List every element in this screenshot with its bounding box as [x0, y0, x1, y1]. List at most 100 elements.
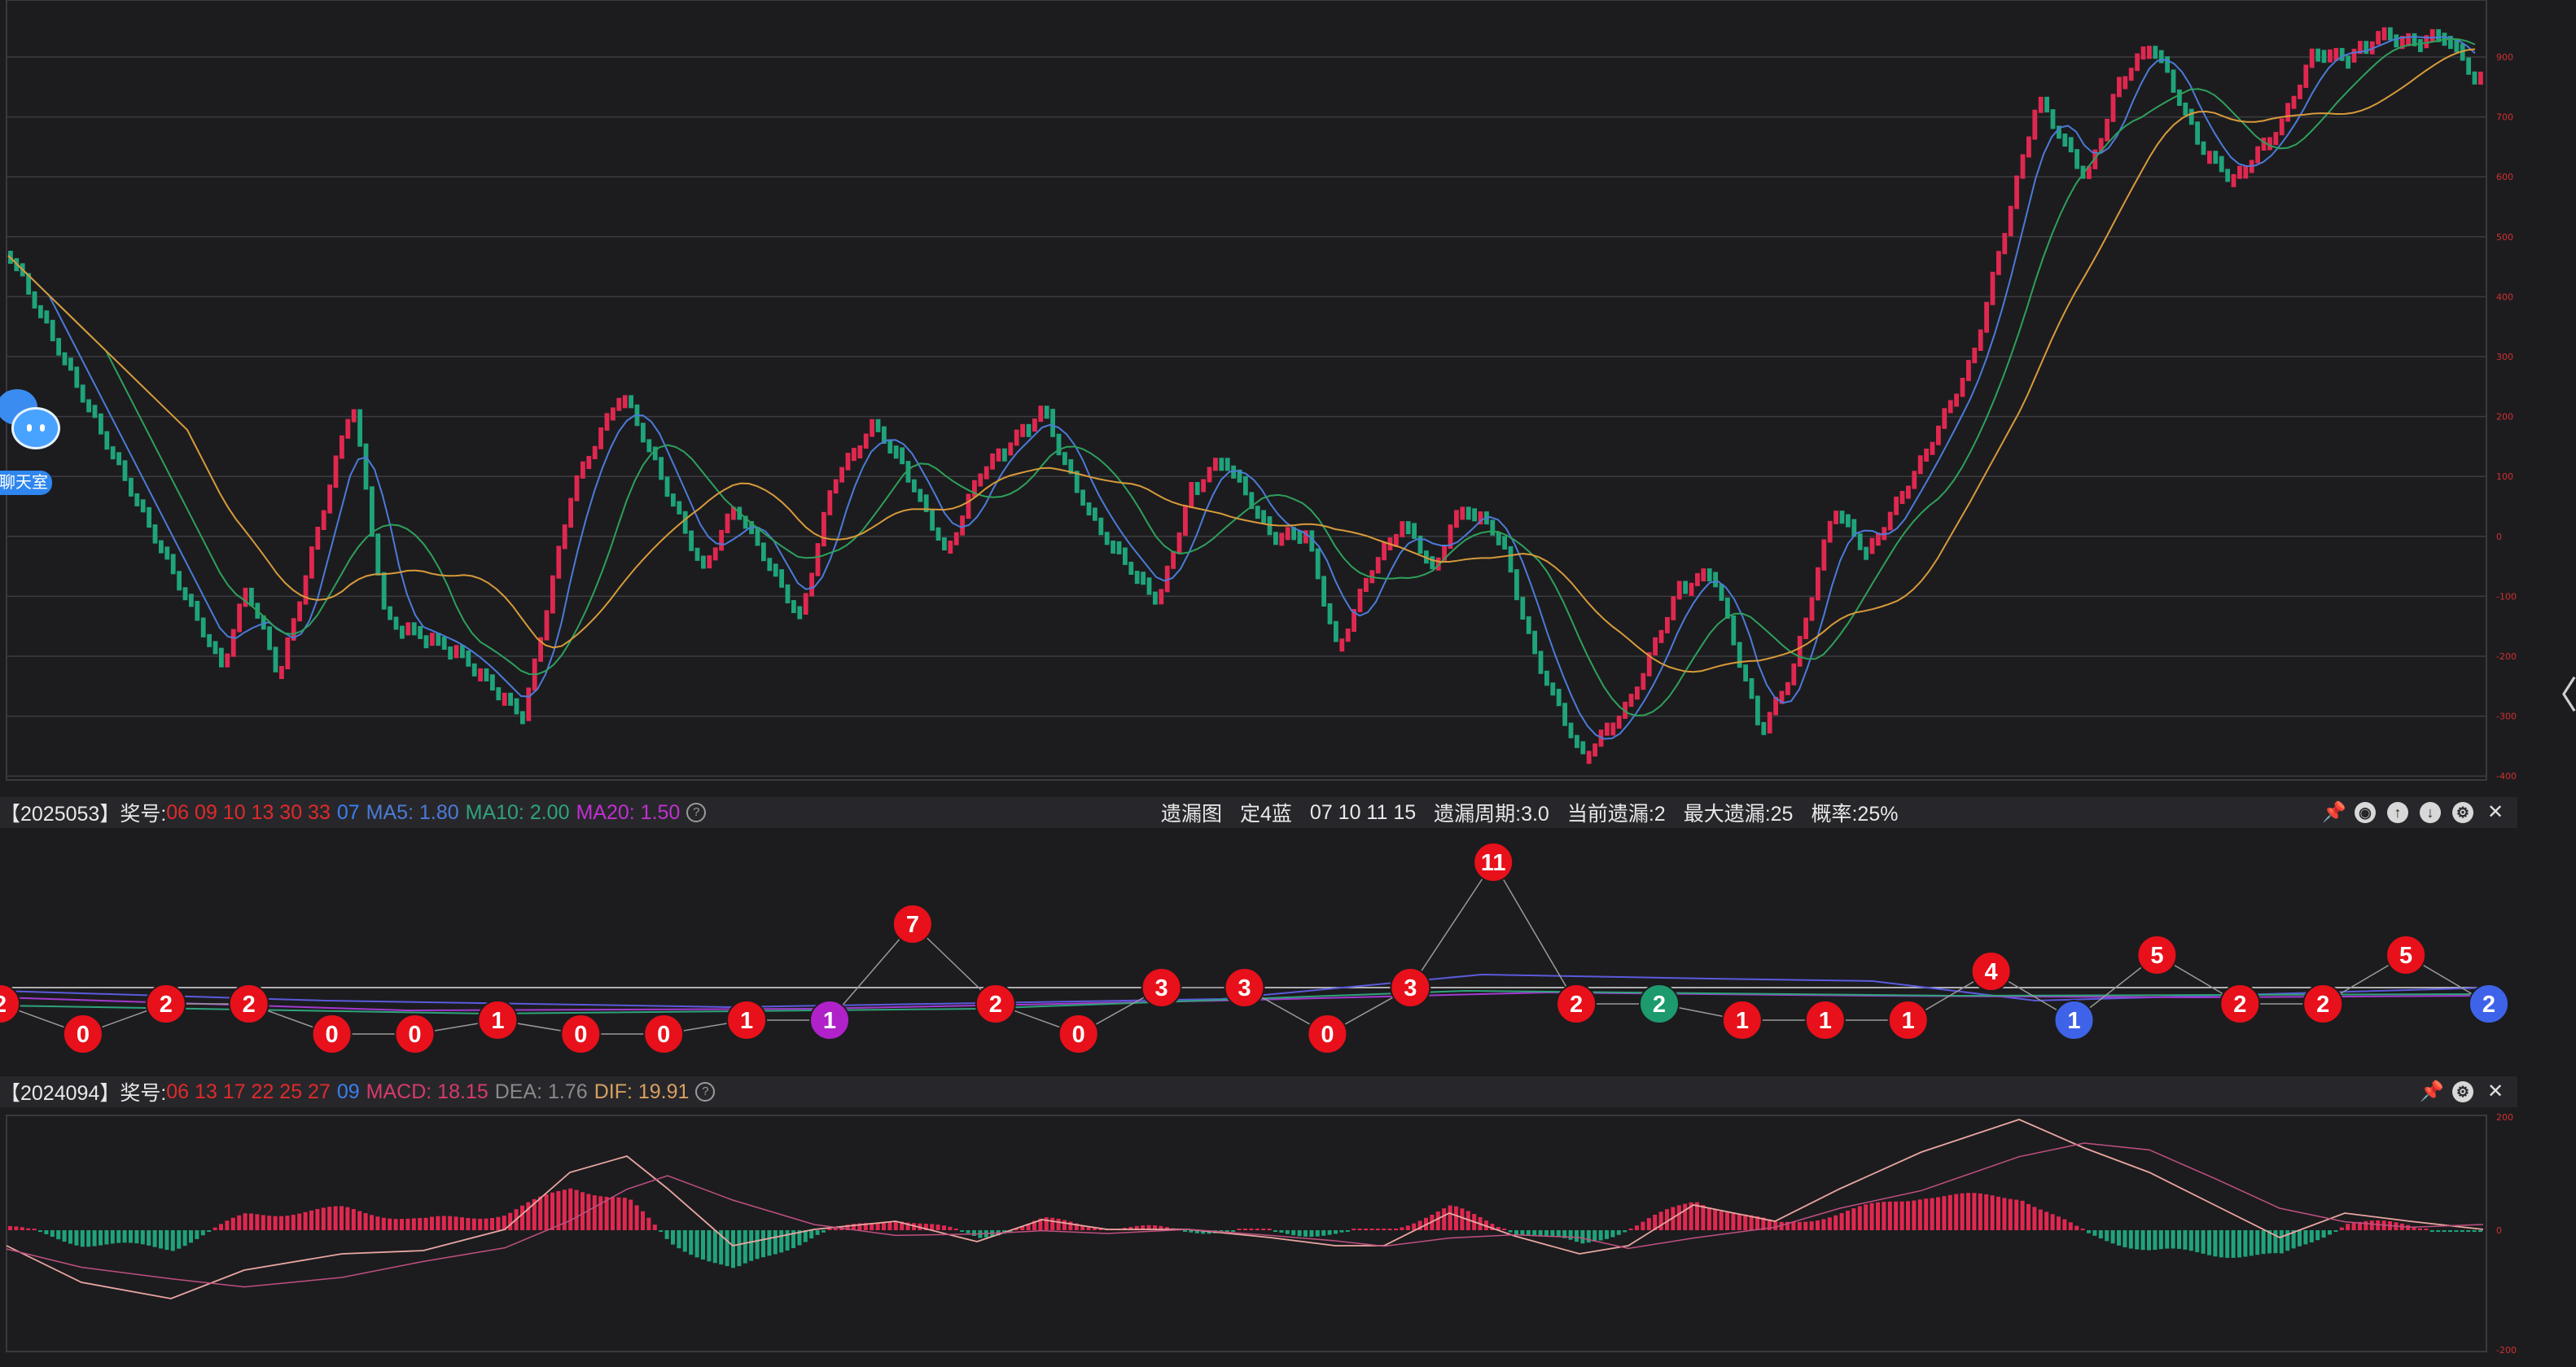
down-candle: [1219, 458, 1224, 471]
omission-node: 0: [1307, 1014, 1348, 1054]
down-candle: [1864, 546, 1868, 560]
down-candle: [261, 615, 266, 630]
macd-bar-negative: [1532, 1230, 1537, 1236]
macd-bar-negative: [779, 1230, 784, 1253]
pin-icon[interactable]: 📌: [2322, 801, 2346, 823]
macd-bar-positive: [363, 1212, 368, 1230]
macd-bar-positive: [1146, 1225, 1151, 1230]
down-candle: [2454, 39, 2460, 53]
up-candle: [526, 687, 532, 721]
macd-plot-frame: [6, 1115, 2487, 1352]
macd-bar-positive: [1159, 1225, 1163, 1230]
macd-bar-negative: [1616, 1230, 1621, 1235]
macd-bar-positive: [948, 1226, 953, 1230]
down-candle: [664, 476, 670, 497]
macd-bar-positive: [1134, 1225, 1139, 1230]
y-tick-label: -100: [2496, 591, 2517, 602]
up-candle: [2424, 35, 2429, 49]
macd-bar-positive: [225, 1220, 230, 1230]
node-value: 0: [326, 1022, 339, 1048]
macd-bar-positive: [1014, 1229, 1019, 1230]
omission-node: 2: [228, 984, 269, 1024]
node-circle: [62, 1014, 103, 1054]
up-candle: [321, 510, 326, 531]
omission-chart[interactable]: 20220010011720330311221114152252: [0, 828, 2576, 1076]
macd-chart[interactable]: 200 0 -200: [0, 1107, 2576, 1367]
macd-pin-icon[interactable]: 📌: [2420, 1080, 2444, 1102]
node-value: 1: [2067, 1008, 2080, 1034]
macd-bar-negative: [2328, 1230, 2332, 1235]
macd-bar-positive: [1628, 1229, 1633, 1230]
down-candle: [1851, 519, 1857, 537]
eye-icon[interactable]: ◉: [2355, 802, 2376, 823]
down-candle: [2460, 43, 2465, 61]
down-candle: [219, 647, 224, 668]
down-candle: [2201, 141, 2206, 156]
macd-bar-positive: [1761, 1217, 1766, 1230]
macd-bar-negative: [1321, 1230, 1326, 1236]
up-candle: [2478, 72, 2483, 85]
settings-icon[interactable]: ⚙: [2452, 802, 2473, 823]
node-value: 1: [740, 1008, 753, 1034]
down-candle: [2068, 137, 2074, 153]
macd-settings-icon[interactable]: ⚙: [2452, 1081, 2473, 1102]
macd-bar-negative: [2243, 1230, 2248, 1257]
macd-bar-positive: [1701, 1205, 1706, 1230]
down-candle: [875, 418, 881, 432]
macd-bar-positive: [923, 1223, 928, 1230]
down-candle: [761, 542, 766, 562]
up-candle: [2298, 84, 2302, 99]
up-candle: [1894, 496, 1899, 515]
macd-bar-positive: [2351, 1223, 2356, 1230]
macd-value: MACD: 18.15: [366, 1080, 488, 1103]
macd-bar-positive: [2376, 1220, 2381, 1230]
down-candle: [363, 443, 369, 490]
macd-bar-negative: [68, 1230, 72, 1244]
down-candle: [1123, 547, 1128, 565]
macd-bar-positive: [562, 1190, 567, 1230]
macd-bar-positive: [833, 1228, 838, 1230]
macd-help-icon[interactable]: ?: [695, 1082, 716, 1102]
macd-bar-negative: [682, 1230, 687, 1252]
macd-bar-positive: [1978, 1193, 1982, 1230]
candlestick-chart[interactable]: 900 700 600 500 400 300 200 100 0 -100 -200 -300 -40…: [0, 0, 2576, 794]
down-candle: [1725, 597, 1730, 619]
macd-toolbar: 📌 ⚙ ✕: [2420, 1076, 2506, 1107]
up-candle: [731, 506, 736, 520]
macd-bar-positive: [1827, 1217, 1832, 1230]
up-candle: [230, 629, 236, 657]
macd-bar-positive: [1851, 1208, 1856, 1230]
up-candle: [1930, 441, 1935, 455]
macd-bar-positive: [1128, 1226, 1133, 1230]
up-candle: [1586, 751, 1592, 765]
macd-bar-negative: [2273, 1230, 2278, 1254]
macd-bar-negative: [1273, 1230, 1277, 1232]
macd-bar-negative: [2309, 1230, 2314, 1242]
down-icon[interactable]: ↓: [2420, 802, 2441, 823]
macd-bar-positive: [405, 1218, 410, 1230]
up-candle: [863, 433, 869, 449]
macd-bar-positive: [1857, 1206, 1862, 1230]
down-candle: [682, 510, 688, 534]
up-candle: [1924, 449, 1929, 462]
macd-bar-positive: [586, 1194, 591, 1230]
close-icon[interactable]: ✕: [2486, 801, 2504, 823]
down-candle: [1857, 533, 1863, 550]
macd-close-icon[interactable]: ✕: [2486, 1080, 2504, 1102]
macd-bar-positive: [1954, 1194, 1959, 1230]
up-candle: [550, 575, 555, 614]
macd-bar-negative: [1605, 1230, 1609, 1239]
down-candle: [1846, 514, 1851, 528]
help-icon[interactable]: ?: [686, 803, 707, 822]
collapse-sidebar-icon[interactable]: 〈: [2540, 674, 2576, 716]
node-value: 3: [1404, 975, 1417, 1001]
down-candle: [1568, 722, 1574, 738]
up-candle: [1990, 271, 1996, 305]
up-icon[interactable]: ↑: [2387, 802, 2408, 823]
omission-node: 1: [809, 1000, 850, 1041]
macd-bar-positive: [1382, 1229, 1387, 1230]
macd-bar-negative: [1189, 1230, 1194, 1233]
down-candle: [893, 445, 899, 459]
down-candle: [496, 687, 502, 701]
macd-bar-negative: [152, 1230, 157, 1247]
